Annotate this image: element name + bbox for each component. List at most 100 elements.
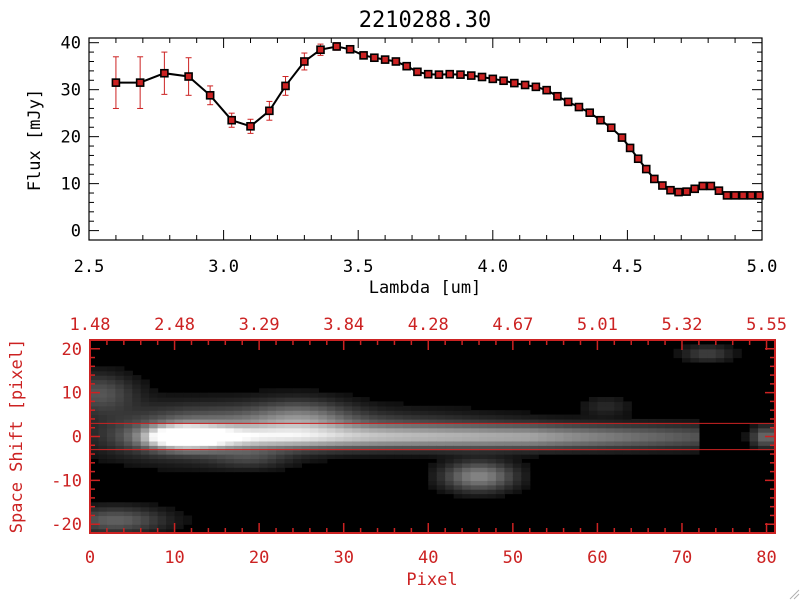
image-pixel bbox=[614, 427, 624, 433]
data-point bbox=[205, 91, 215, 100]
image-pixel bbox=[149, 506, 159, 512]
image-pixel bbox=[250, 414, 260, 420]
image-pixel bbox=[521, 432, 531, 438]
image-pixel bbox=[504, 480, 514, 486]
image-pixel bbox=[453, 423, 463, 429]
image-pixel bbox=[360, 405, 370, 411]
image-pixel bbox=[166, 405, 176, 411]
image-pixel bbox=[90, 370, 100, 376]
image-pixel bbox=[166, 506, 176, 512]
image-pixel bbox=[419, 445, 429, 451]
image-pixel bbox=[216, 392, 226, 398]
image-pixel bbox=[123, 445, 133, 451]
image-pixel bbox=[225, 401, 235, 407]
image-pixel bbox=[174, 445, 184, 451]
image-pixel bbox=[495, 423, 505, 429]
image-pixel bbox=[453, 493, 463, 499]
image-pixel bbox=[546, 418, 556, 424]
image-pixel bbox=[242, 418, 252, 424]
image-pixel bbox=[318, 397, 328, 403]
image-pixel bbox=[233, 436, 243, 442]
image-pixel bbox=[301, 436, 311, 442]
image-pixel bbox=[453, 480, 463, 486]
image-pixel bbox=[267, 458, 277, 464]
image-pixel bbox=[631, 423, 641, 429]
image-pixel bbox=[563, 440, 573, 446]
y-tick-label: 40 bbox=[61, 34, 81, 54]
data-point bbox=[488, 74, 498, 84]
image-pixel bbox=[276, 427, 286, 433]
image-pixel bbox=[242, 462, 252, 468]
image-pixel bbox=[631, 418, 641, 424]
image-pixel bbox=[605, 405, 615, 411]
image-top-tick-label: 5.01 bbox=[577, 315, 618, 335]
image-pixel bbox=[216, 414, 226, 420]
image-pixel bbox=[394, 449, 404, 455]
image-pixel bbox=[419, 440, 429, 446]
image-pixel bbox=[309, 392, 319, 398]
image-pixel bbox=[639, 436, 649, 442]
image-pixel bbox=[166, 418, 176, 424]
image-pixel bbox=[166, 445, 176, 451]
image-pixel bbox=[225, 454, 235, 460]
image-pixel bbox=[470, 445, 480, 451]
image-pixel bbox=[681, 445, 692, 451]
image-pixel bbox=[766, 432, 775, 438]
image-pixel bbox=[149, 436, 159, 442]
image-pixel bbox=[622, 423, 632, 429]
image-pixel bbox=[191, 397, 201, 403]
image-pixel bbox=[123, 528, 133, 533]
image-pixel bbox=[597, 401, 607, 407]
image-top-tick-label: 3.29 bbox=[239, 315, 280, 335]
image-pixel bbox=[208, 454, 218, 460]
image-pixel bbox=[123, 462, 133, 468]
data-point bbox=[227, 115, 236, 125]
image-pixel bbox=[140, 519, 150, 525]
image-pixel bbox=[115, 440, 125, 446]
resize-grip-icon[interactable] bbox=[789, 589, 800, 600]
data-point bbox=[316, 45, 325, 55]
image-pixel bbox=[140, 379, 150, 385]
image-pixel bbox=[216, 449, 226, 455]
image-pixel bbox=[495, 467, 505, 473]
image-pixel bbox=[183, 423, 193, 429]
image-pixel bbox=[90, 502, 100, 508]
image-pixel bbox=[276, 392, 286, 398]
image-y-tick-label: 20 bbox=[62, 340, 82, 360]
image-pixel bbox=[216, 427, 226, 433]
image-pixel bbox=[572, 436, 582, 442]
image-pixel bbox=[140, 418, 150, 424]
image-pixel bbox=[199, 454, 209, 460]
image-pixel bbox=[166, 515, 176, 521]
image-pixel bbox=[140, 423, 150, 429]
image-pixel bbox=[563, 445, 573, 451]
data-point bbox=[510, 78, 519, 88]
image-pixel bbox=[276, 397, 286, 403]
image-pixel bbox=[276, 423, 286, 429]
image-pixel bbox=[377, 445, 387, 451]
image-pixel bbox=[90, 449, 100, 455]
image-pixel bbox=[343, 392, 353, 398]
image-pixel bbox=[326, 423, 336, 429]
image-pixel bbox=[98, 449, 108, 455]
image-pixel bbox=[495, 454, 505, 460]
image-pixel bbox=[183, 427, 193, 433]
image-pixel bbox=[605, 410, 615, 416]
image-pixel bbox=[749, 440, 759, 446]
image-pixel bbox=[622, 418, 632, 424]
image-pixel bbox=[622, 440, 632, 446]
image-pixel bbox=[326, 405, 336, 411]
image-pixel bbox=[673, 449, 683, 455]
image-pixel bbox=[106, 379, 116, 385]
data-point bbox=[574, 102, 584, 112]
image-pixel bbox=[123, 397, 133, 403]
image-pixel bbox=[352, 418, 362, 424]
image-pixel bbox=[495, 449, 505, 455]
image-pixel bbox=[276, 410, 286, 416]
image-pixel bbox=[292, 410, 303, 416]
image-pixel bbox=[318, 410, 328, 416]
data-point bbox=[625, 143, 635, 153]
image-pixel bbox=[183, 454, 193, 460]
image-pixel bbox=[428, 440, 438, 446]
image-pixel bbox=[292, 405, 303, 411]
